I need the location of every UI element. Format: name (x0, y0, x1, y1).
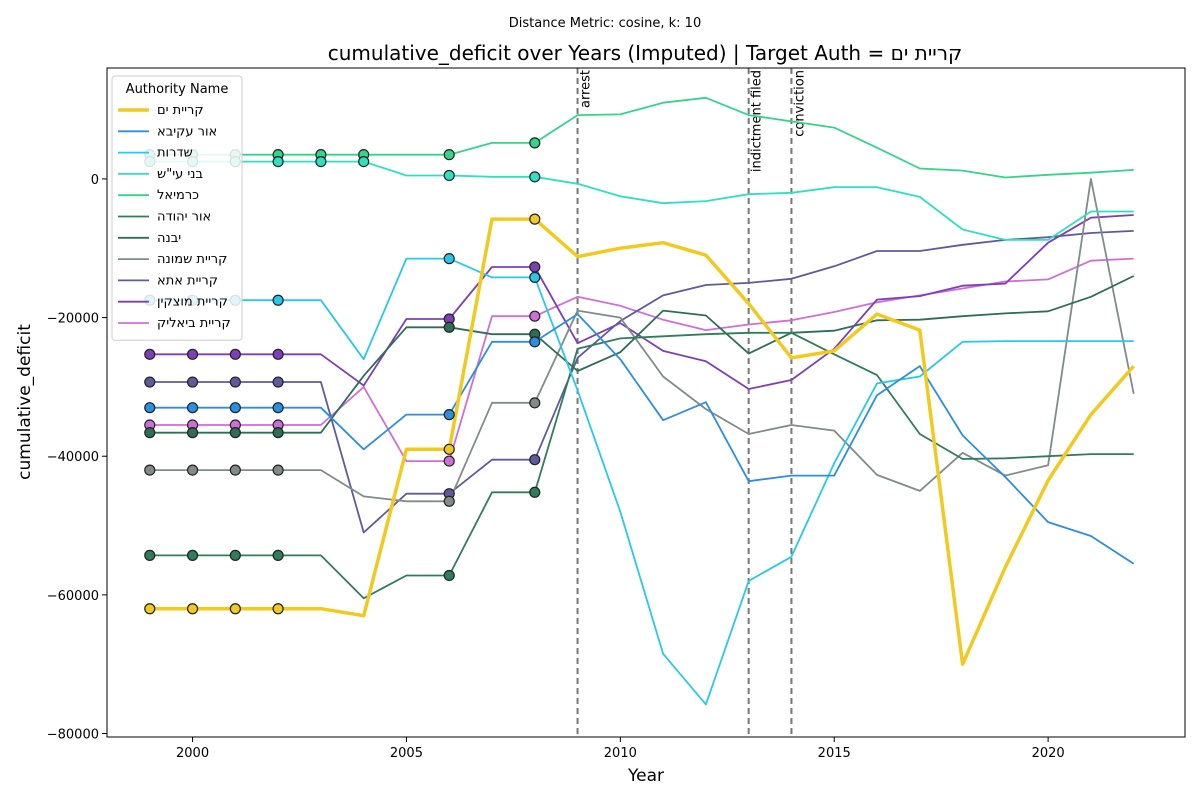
legend-label: יבנה (157, 231, 181, 246)
imputed-point (186, 376, 199, 388)
imputed-point (529, 261, 541, 273)
imputed-point (229, 549, 241, 561)
event-label: arrest (579, 70, 594, 108)
imputed-point (443, 443, 455, 455)
y-tick-label: −60000 (47, 589, 99, 604)
y-tick-label: −80000 (47, 728, 99, 743)
imputed-point (443, 169, 455, 182)
series-line (149, 177, 1135, 503)
imputed-point (186, 603, 199, 615)
chart-title: cumulative_deficit over Years (Imputed) … (328, 41, 963, 65)
x-tick-label: 2010 (604, 746, 637, 761)
series-line (149, 313, 1135, 565)
legend-label: קריית ביאליק (157, 316, 231, 331)
imputed-point (229, 427, 241, 439)
series-line (149, 275, 1135, 434)
series-line (149, 257, 1134, 706)
imputed-point (144, 427, 156, 439)
imputed-point (144, 464, 156, 476)
y-tick-label: −20000 (47, 312, 99, 327)
series-line (149, 217, 1136, 666)
series-line (149, 230, 1134, 534)
imputed-point (529, 137, 541, 149)
imputed-point (144, 549, 156, 561)
series-line (149, 160, 1134, 241)
imputed-point (186, 348, 199, 360)
legend-label: קריית שמונה (157, 252, 227, 267)
imputed-point (529, 336, 541, 348)
imputed-point (144, 376, 156, 388)
legend-label: קריית ים (157, 103, 204, 118)
imputed-point (358, 155, 370, 168)
x-axis-ticks: 2000 2005 2010 2015 2020 (176, 737, 1065, 761)
legend-label: קריית אתא (157, 273, 218, 288)
imputed-point (186, 549, 199, 561)
imputed-point (186, 427, 199, 439)
imputed-point (229, 376, 241, 388)
legend-label: קריית מוצקין (157, 295, 228, 310)
legend-label: בני עי"ש (157, 167, 203, 182)
x-tick-label: 2000 (176, 746, 209, 761)
imputed-point (443, 569, 455, 582)
imputed-point (529, 271, 541, 283)
imputed-point (272, 294, 284, 306)
imputed-point (272, 376, 284, 388)
y-axis-label: cumulative_deficit (15, 324, 35, 480)
chart-legend: Authority Name קריית ים אור עקיבא שדרות בני … (111, 75, 243, 341)
legend-box (111, 75, 243, 341)
imputed-point (529, 486, 541, 498)
imputed-point (443, 495, 455, 507)
imputed-point (272, 427, 284, 439)
event-label: conviction (792, 70, 807, 137)
imputed-point (144, 402, 156, 414)
x-tick-label: 2015 (818, 746, 851, 761)
legend-label: כרמיאל (157, 188, 199, 203)
y-tick-label: −40000 (47, 450, 99, 465)
imputed-point (272, 549, 284, 561)
legend-title: Authority Name (126, 82, 229, 97)
figure-suptitle: Distance Metric: cosine, k: 10 (509, 16, 701, 31)
imputed-point (443, 455, 455, 467)
series-line (149, 331, 1134, 600)
series-line (149, 96, 1134, 179)
imputed-point (443, 253, 455, 265)
legend-label: אור יהודה (157, 210, 211, 225)
imputed-point (272, 402, 284, 414)
imputed-point (529, 397, 541, 409)
y-tick-label: 0 (91, 173, 99, 188)
legend-label: שדרות (157, 146, 193, 161)
x-tick-label: 2005 (390, 746, 423, 761)
imputed-point (443, 409, 455, 421)
imputed-point (144, 603, 156, 615)
event-label: indictment filed (750, 70, 765, 172)
imputed-point (229, 348, 241, 360)
imputed-point (529, 454, 541, 466)
imputed-point (186, 402, 199, 414)
imputed-point (144, 348, 156, 360)
imputed-point (186, 464, 199, 476)
legend-label: אור עקיבא (157, 124, 217, 139)
imputed-point (272, 155, 284, 168)
imputed-point (272, 464, 284, 476)
y-axis-ticks: −80000 −60000 −40000 −20000 0 (47, 173, 107, 743)
series-line (149, 257, 1134, 463)
imputed-point (272, 348, 284, 360)
imputed-point (529, 310, 541, 322)
x-axis-label: Year (627, 766, 664, 786)
imputed-point (529, 213, 541, 225)
x-tick-label: 2020 (1032, 746, 1065, 761)
imputed-point (229, 402, 241, 414)
imputed-point (229, 464, 241, 476)
imputed-point (315, 155, 327, 168)
imputed-point (272, 603, 284, 615)
imputed-point (529, 171, 541, 183)
axes-frame (106, 67, 1186, 738)
imputed-point (443, 321, 455, 333)
imputed-point (443, 149, 455, 161)
imputed-point (229, 603, 241, 615)
